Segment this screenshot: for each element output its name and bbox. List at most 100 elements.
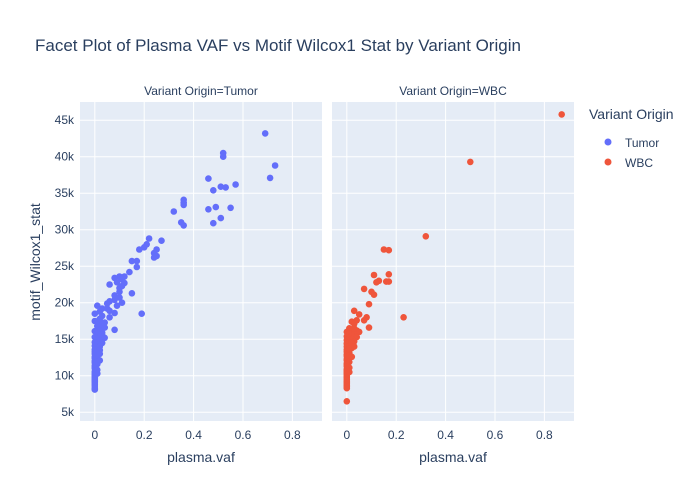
data-point-tumor[interactable] <box>145 235 153 242</box>
y-axis-label: motif_Wilcox1_stat <box>27 203 43 321</box>
data-point-tumor[interactable] <box>205 175 212 182</box>
data-point-tumor[interactable] <box>227 204 234 212</box>
facet-wbc-points <box>343 111 565 405</box>
data-point-tumor[interactable] <box>96 357 104 364</box>
x-tick-label: 0 <box>91 428 98 442</box>
data-point-tumor[interactable] <box>111 326 118 334</box>
data-point-tumor[interactable] <box>138 310 145 318</box>
data-point-tumor[interactable] <box>232 181 239 188</box>
data-point-wbc[interactable] <box>343 384 351 392</box>
data-point-tumor[interactable] <box>113 302 121 310</box>
data-point-tumor[interactable] <box>266 174 274 182</box>
data-point-tumor[interactable] <box>210 219 217 227</box>
y-tick-label: 15k <box>55 332 75 346</box>
data-point-wbc[interactable] <box>350 325 358 332</box>
data-point-tumor[interactable] <box>219 153 227 160</box>
data-point-tumor[interactable] <box>106 314 113 321</box>
data-point-tumor[interactable] <box>96 350 104 358</box>
data-point-wbc[interactable] <box>422 233 430 240</box>
legend-item-wbc[interactable]: WBC <box>604 156 654 170</box>
data-point-tumor[interactable] <box>128 290 136 297</box>
data-point-tumor[interactable] <box>103 300 111 307</box>
data-point-tumor[interactable] <box>271 162 279 169</box>
data-point-tumor[interactable] <box>126 268 133 276</box>
x-tick-label: 0.4 <box>437 428 454 442</box>
data-point-tumor[interactable] <box>128 257 136 265</box>
data-point-wbc[interactable] <box>373 279 380 286</box>
data-point-wbc[interactable] <box>355 311 363 318</box>
x-tick-label: 0.4 <box>185 428 202 442</box>
data-point-tumor[interactable] <box>116 288 123 296</box>
data-point-wbc[interactable] <box>348 353 356 361</box>
legend-marker-tumor <box>604 138 612 146</box>
facet-wbc-x-axis-label: plasma.vaf <box>419 449 487 465</box>
data-point-tumor[interactable] <box>106 281 113 288</box>
data-point-tumor[interactable] <box>94 302 101 310</box>
legend-label-wbc: WBC <box>625 156 653 170</box>
facet-wbc: 0 0.2 0.4 0.6 0.8 Variant Origin=WBC plasma.… <box>332 84 574 465</box>
data-point-tumor[interactable] <box>158 237 165 244</box>
data-point-tumor[interactable] <box>94 370 101 377</box>
y-tick-label: 45k <box>55 113 75 127</box>
data-point-tumor[interactable] <box>217 183 225 190</box>
data-point-tumor[interactable] <box>212 203 220 211</box>
data-point-tumor[interactable] <box>106 307 113 315</box>
data-point-wbc[interactable] <box>370 291 378 299</box>
legend-label-tumor: Tumor <box>625 136 659 150</box>
data-point-tumor[interactable] <box>170 208 178 215</box>
data-point-tumor[interactable] <box>136 246 143 253</box>
data-point-wbc[interactable] <box>558 111 565 118</box>
data-point-wbc[interactable] <box>467 158 474 166</box>
data-point-wbc[interactable] <box>400 314 407 321</box>
data-point-tumor[interactable] <box>180 222 187 229</box>
data-point-wbc[interactable] <box>365 324 373 331</box>
data-point-wbc[interactable] <box>385 271 393 278</box>
data-point-tumor[interactable] <box>222 184 229 191</box>
data-point-tumor[interactable] <box>180 201 187 209</box>
legend-item-tumor[interactable]: Tumor <box>604 136 660 150</box>
data-point-tumor[interactable] <box>113 279 121 286</box>
data-point-wbc[interactable] <box>343 398 351 405</box>
facet-wbc-background <box>332 102 574 421</box>
data-point-wbc[interactable] <box>355 328 363 336</box>
facet-tumor-x-axis-label: plasma.vaf <box>167 449 235 465</box>
chart-title: Facet Plot of Plasma VAF vs Motif Wilcox… <box>35 36 521 55</box>
data-point-tumor[interactable] <box>150 254 158 261</box>
facet-tumor-points <box>91 130 279 393</box>
facet-tumor-label: Variant Origin=Tumor <box>144 84 258 98</box>
data-point-tumor[interactable] <box>133 263 141 271</box>
data-point-tumor[interactable] <box>217 214 225 222</box>
data-point-wbc[interactable] <box>380 246 388 253</box>
data-point-wbc[interactable] <box>370 271 378 279</box>
data-point-tumor[interactable] <box>210 187 217 194</box>
data-point-wbc[interactable] <box>360 285 368 293</box>
facet-tumor-x-ticks: 0 0.2 0.4 0.6 0.8 <box>91 428 301 442</box>
y-tick-label: 10k <box>55 369 75 383</box>
data-point-wbc[interactable] <box>360 317 368 324</box>
facet-tumor-background <box>80 102 322 421</box>
data-point-wbc[interactable] <box>385 278 393 285</box>
facet-wbc-x-ticks: 0 0.2 0.4 0.6 0.8 <box>343 428 553 442</box>
data-point-wbc[interactable] <box>346 368 353 376</box>
x-tick-label: 0.6 <box>235 428 252 442</box>
data-point-tumor[interactable] <box>101 334 108 342</box>
data-point-tumor[interactable] <box>111 296 118 304</box>
data-point-tumor[interactable] <box>133 257 141 265</box>
data-point-wbc[interactable] <box>385 246 393 254</box>
data-point-tumor[interactable] <box>91 386 99 393</box>
facet-tumor: 0 0.2 0.4 0.6 0.8 Variant Origin=Tumor plasm… <box>80 84 322 465</box>
facet-wbc-label: Variant Origin=WBC <box>399 84 507 98</box>
y-tick-label: 5k <box>61 405 75 419</box>
data-point-tumor[interactable] <box>205 206 212 213</box>
data-point-tumor[interactable] <box>118 299 126 307</box>
data-point-wbc[interactable] <box>350 343 358 350</box>
data-point-tumor[interactable] <box>261 130 269 137</box>
data-point-wbc[interactable] <box>350 307 358 315</box>
data-point-tumor[interactable] <box>111 309 118 317</box>
data-point-tumor[interactable] <box>91 310 99 318</box>
x-tick-label: 0 <box>343 428 350 442</box>
y-tick-label: 25k <box>55 259 75 273</box>
data-point-wbc[interactable] <box>365 300 373 308</box>
y-tick-label: 30k <box>55 223 75 237</box>
